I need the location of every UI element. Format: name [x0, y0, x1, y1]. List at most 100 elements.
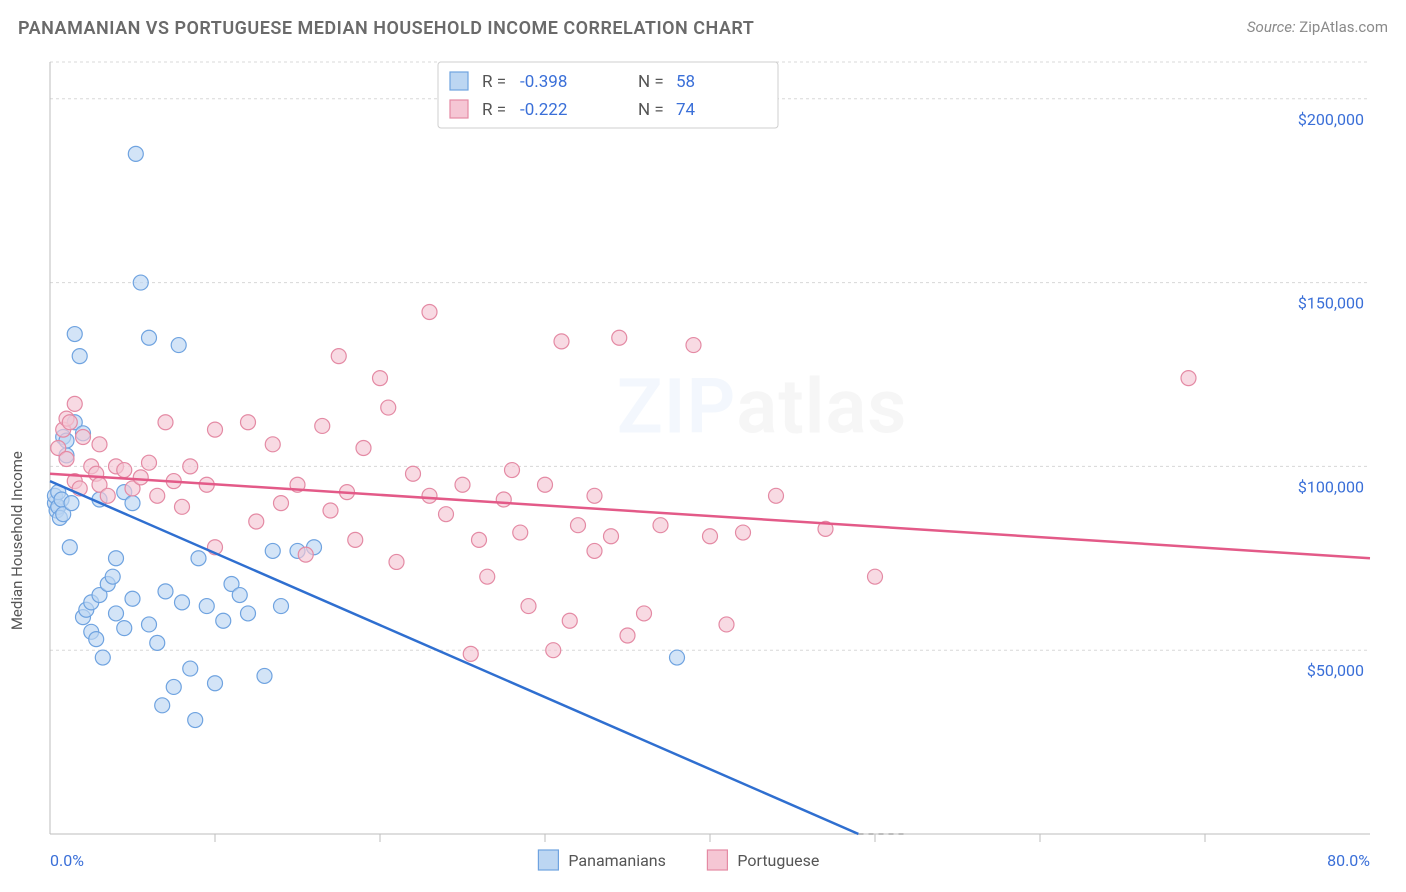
- scatter-point: [241, 606, 256, 621]
- scatter-point: [188, 713, 203, 728]
- scatter-point: [166, 679, 181, 694]
- scatter-point: [67, 396, 82, 411]
- series-swatch: [707, 850, 727, 870]
- scatter-point: [274, 496, 289, 511]
- scatter-point: [265, 437, 280, 452]
- watermark-atlas: atlas: [736, 362, 907, 452]
- scatter-point: [686, 338, 701, 353]
- scatter-point: [554, 334, 569, 349]
- scatter-point: [142, 617, 157, 632]
- scatter-point: [128, 146, 143, 161]
- scatter-point: [703, 529, 718, 544]
- y-tick-label: $50,000: [1307, 661, 1364, 680]
- scatter-point: [150, 488, 165, 503]
- scatter-point: [117, 621, 132, 636]
- scatter-point: [133, 470, 148, 485]
- scatter-point: [232, 588, 247, 603]
- scatter-point: [381, 400, 396, 415]
- chart-source: Source: ZipAtlas.com: [1247, 18, 1388, 36]
- scatter-point: [125, 591, 140, 606]
- scatter-point: [133, 275, 148, 290]
- scatter-point: [587, 543, 602, 558]
- y-tick-label: $150,000: [1298, 294, 1364, 313]
- scatter-point: [59, 452, 74, 467]
- scatter-point: [348, 532, 363, 547]
- correlation-scatter-chart: $50,000$100,000$150,000$200,0000.0%80.0%…: [0, 50, 1406, 892]
- scatter-point: [373, 371, 388, 386]
- series-label: Panamanians: [568, 851, 666, 870]
- legend-N-value: 74: [676, 100, 696, 120]
- scatter-point: [439, 507, 454, 522]
- scatter-point: [315, 418, 330, 433]
- scatter-point: [455, 477, 470, 492]
- series-swatch: [538, 850, 558, 870]
- legend-N-label: N =: [638, 100, 664, 120]
- scatter-point: [562, 613, 577, 628]
- scatter-point: [604, 529, 619, 544]
- legend-swatch: [450, 100, 468, 118]
- scatter-point: [155, 698, 170, 713]
- scatter-point: [422, 488, 437, 503]
- scatter-point: [92, 437, 107, 452]
- scatter-point: [868, 569, 883, 584]
- scatter-point: [208, 422, 223, 437]
- legend-R-value: -0.222: [520, 100, 567, 120]
- scatter-point: [216, 613, 231, 628]
- watermark-zip: ZIP: [617, 362, 737, 452]
- scatter-point: [769, 488, 784, 503]
- scatter-point: [64, 496, 79, 511]
- scatter-point: [67, 327, 82, 342]
- scatter-point: [274, 599, 289, 614]
- scatter-point: [158, 415, 173, 430]
- scatter-point: [208, 676, 223, 691]
- scatter-point: [422, 304, 437, 319]
- scatter-point: [513, 525, 528, 540]
- legend-swatch: [450, 72, 468, 90]
- scatter-point: [472, 532, 487, 547]
- scatter-point: [175, 595, 190, 610]
- scatter-point: [62, 540, 77, 555]
- source-value: ZipAtlas.com: [1299, 18, 1388, 36]
- scatter-point: [191, 551, 206, 566]
- scatter-point: [331, 349, 346, 364]
- scatter-point: [62, 415, 77, 430]
- scatter-point: [142, 330, 157, 345]
- scatter-point: [249, 514, 264, 529]
- scatter-point: [463, 646, 478, 661]
- scatter-point: [406, 466, 421, 481]
- scatter-point: [89, 632, 104, 647]
- scatter-point: [72, 349, 87, 364]
- x-end-label: 80.0%: [1327, 851, 1370, 870]
- y-axis-label: Median Household Income: [8, 451, 26, 630]
- scatter-point: [612, 330, 627, 345]
- scatter-point: [95, 650, 110, 665]
- legend-N-label: N =: [638, 72, 664, 92]
- scatter-point: [183, 459, 198, 474]
- scatter-point: [105, 569, 120, 584]
- scatter-point: [171, 338, 186, 353]
- scatter-point: [670, 650, 685, 665]
- scatter-point: [100, 488, 115, 503]
- x-start-label: 0.0%: [50, 851, 84, 870]
- chart-container: $50,000$100,000$150,000$200,0000.0%80.0%…: [0, 50, 1406, 892]
- scatter-point: [389, 554, 404, 569]
- scatter-point: [117, 463, 132, 478]
- legend-R-value: -0.398: [520, 72, 567, 92]
- scatter-point: [1181, 371, 1196, 386]
- scatter-point: [496, 492, 511, 507]
- scatter-point: [76, 429, 91, 444]
- scatter-point: [356, 441, 371, 456]
- scatter-point: [257, 668, 272, 683]
- scatter-point: [199, 599, 214, 614]
- y-tick-label: $100,000: [1298, 477, 1364, 496]
- scatter-point: [571, 518, 586, 533]
- scatter-point: [736, 525, 751, 540]
- scatter-point: [719, 617, 734, 632]
- scatter-point: [298, 547, 313, 562]
- chart-header: PANAMANIAN VS PORTUGUESE MEDIAN HOUSEHOL…: [18, 18, 1388, 46]
- scatter-point: [653, 518, 668, 533]
- scatter-point: [521, 599, 536, 614]
- scatter-point: [125, 496, 140, 511]
- scatter-point: [620, 628, 635, 643]
- scatter-point: [538, 477, 553, 492]
